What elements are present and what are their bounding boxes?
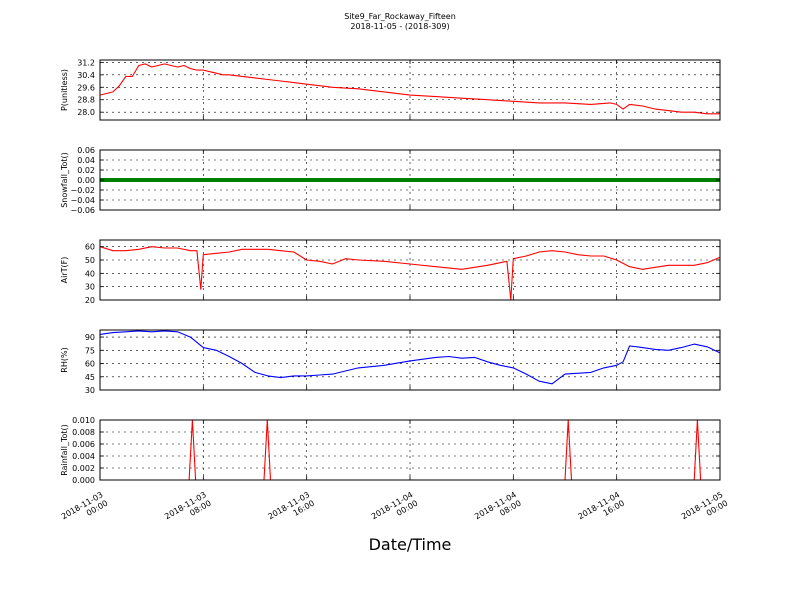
y-tick-label: 30 — [85, 283, 95, 292]
x-tick-label: 2018-11-0408:00 — [473, 490, 523, 529]
x-tick-label: 2018-11-0308:00 — [163, 490, 213, 529]
y-tick-label: 28.0 — [77, 108, 95, 117]
y-tick-label: 0.04 — [77, 156, 95, 165]
y-tick-label: −0.06 — [70, 206, 95, 215]
series-line — [99, 63, 720, 115]
y-tick-label: 40 — [85, 269, 95, 278]
panels-group: 28.028.829.630.431.2P(unitless)−0.06−0.0… — [60, 58, 721, 485]
panel-2: −0.06−0.04−0.020.000.020.040.06 Snowfall_… — [60, 146, 721, 215]
panel-4: 30 45 60 75 90 RH(%) — [60, 329, 721, 395]
panel-1: 28.0 28.8 29.6 30.4 31.2 P(unitless) — [60, 58, 721, 121]
y-tick-label: 29.6 — [77, 83, 95, 92]
y-axis-label: AirT(F) — [60, 257, 69, 284]
panel-5: 0.000 0.002 0.004 0.006 0.008 0.010Rainfall_T… — [60, 416, 721, 485]
y-tick-label: 30.4 — [77, 71, 95, 80]
x-tick-label: 2018-11-0500:00 — [680, 490, 730, 529]
panel-3: 20 30 40 50 60 AirT(F) — [60, 239, 721, 305]
y-tick-label: 0.010 — [72, 416, 95, 425]
y-tick-label: 90 — [85, 333, 95, 342]
y-tick-label: 0.004 — [72, 452, 95, 461]
y-axis-label: RH(%) — [60, 347, 69, 372]
y-tick-label: 45 — [85, 373, 95, 382]
x-tick-label: 2018-11-0300:00 — [60, 490, 110, 529]
y-axis-label: P(unitless) — [60, 69, 69, 111]
y-tick-label: 31.2 — [77, 58, 95, 67]
x-tick-label: 2018-11-0416:00 — [576, 490, 626, 529]
y-tick-label: 0.000 — [72, 476, 95, 485]
x-tick-label: 2018-11-0316:00 — [266, 490, 316, 529]
y-tick-label: 0.006 — [72, 440, 95, 449]
chart-title: Site9_Far_Rockaway_Fifteen — [344, 12, 456, 21]
y-tick-label: 60 — [85, 243, 95, 252]
y-tick-label: 30 — [85, 386, 95, 395]
y-tick-label: −0.04 — [70, 196, 95, 205]
y-tick-label: 0.00 — [77, 176, 95, 185]
y-axis-label: Snowfall_Tot() — [60, 152, 69, 208]
x-tick-labels: 2018-11-0300:00 2018-11-0308:00 2018-11-03… — [60, 490, 730, 529]
chart-subtitle: 2018-11-05 - (2018-309) — [350, 22, 449, 31]
y-tick-label: 50 — [85, 256, 95, 265]
y-tick-label: 0.06 — [77, 146, 95, 155]
y-tick-label: 60 — [85, 360, 95, 369]
x-axis-label: Date/Time — [369, 535, 452, 554]
y-tick-label: 0.002 — [72, 464, 95, 473]
series-line — [99, 246, 721, 301]
y-axis-label: Rainfall_Tot() — [60, 424, 69, 476]
x-tick-label: 2018-11-0400:00 — [370, 490, 420, 529]
y-tick-label: 75 — [85, 346, 95, 355]
y-tick-label: 0.008 — [72, 428, 95, 437]
y-tick-label: 28.8 — [77, 96, 95, 105]
y-tick-label: −0.02 — [70, 186, 95, 195]
y-tick-label: 20 — [85, 296, 95, 305]
y-tick-label: 0.02 — [77, 166, 95, 175]
series-line — [99, 330, 721, 385]
